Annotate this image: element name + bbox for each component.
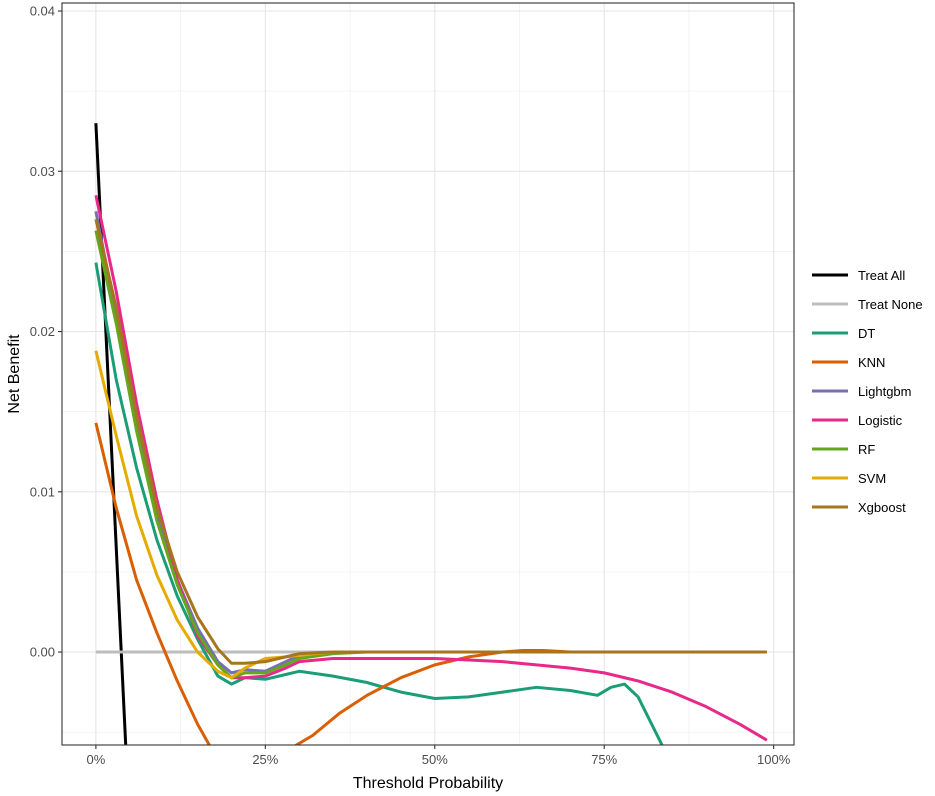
y-axis-title: Net Benefit <box>6 334 23 414</box>
y-tick-label: 0.04 <box>30 4 55 19</box>
x-tick-label: 50% <box>422 752 448 767</box>
legend: Treat All Treat None DT KNN Lightgbm Logistic… <box>812 268 923 515</box>
x-axis-ticks: 0% 25% 50% 75% 100% <box>86 745 791 767</box>
x-tick-label: 100% <box>757 752 791 767</box>
legend-label-svm: SVM <box>858 471 886 486</box>
x-tick-label: 25% <box>252 752 278 767</box>
y-tick-label: 0.00 <box>30 645 55 660</box>
y-axis-ticks: 0.00 0.01 0.02 0.03 0.04 <box>30 4 62 660</box>
plot-background <box>62 3 794 745</box>
legend-label-treat-all: Treat All <box>858 268 905 283</box>
x-tick-label: 75% <box>591 752 617 767</box>
minor-gridlines <box>62 3 794 745</box>
series-lines <box>94 123 768 745</box>
y-tick-label: 0.02 <box>30 324 55 339</box>
legend-label-logistic: Logistic <box>858 413 903 428</box>
plot-border <box>61 2 795 746</box>
x-tick-label: 0% <box>86 752 105 767</box>
legend-label-rf: RF <box>858 442 875 457</box>
major-gridlines <box>62 3 794 745</box>
series-line-xgboost <box>94 219 767 665</box>
series-line-treat-all <box>94 123 128 745</box>
series-line-dt <box>94 262 664 745</box>
legend-label-lightgbm: Lightgbm <box>858 384 911 399</box>
legend-label-xgboost: Xgboost <box>858 500 906 515</box>
y-tick-label: 0.03 <box>30 164 55 179</box>
y-tick-label: 0.01 <box>30 484 55 499</box>
legend-label-dt: DT <box>858 326 875 341</box>
legend-label-knn: KNN <box>858 355 885 370</box>
legend-label-treat-none: Treat None <box>858 297 923 312</box>
series-line-knn <box>94 422 767 745</box>
x-axis-title: Threshold Probability <box>353 775 503 792</box>
